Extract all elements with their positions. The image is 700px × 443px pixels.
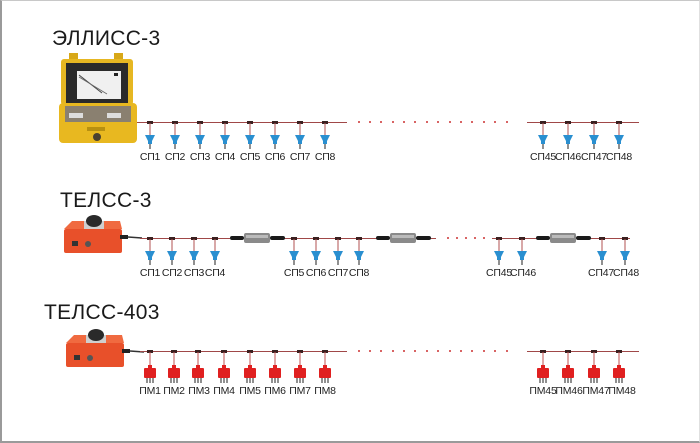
geophone-icon xyxy=(170,121,180,149)
sensor-label: ПМ4 xyxy=(213,385,235,397)
piezo-module-icon xyxy=(562,350,574,383)
yellow-case-laptop-icon xyxy=(59,53,137,143)
geophone-icon xyxy=(614,121,624,149)
sensor-label: СП48 xyxy=(612,267,640,279)
cable-segment xyxy=(527,122,639,123)
geophone-icon xyxy=(320,121,330,149)
geophone-icon xyxy=(354,237,364,265)
sensor-label: СП46 xyxy=(509,267,537,279)
geophone-icon xyxy=(620,237,630,265)
cable-segment xyxy=(582,238,630,239)
geophone-icon xyxy=(210,237,220,265)
geophone-icon xyxy=(167,237,177,265)
cable-segment xyxy=(429,238,436,239)
piezo-module-icon xyxy=(319,350,331,383)
piezo-module-icon xyxy=(144,350,156,383)
sensor-label: ПМ47 xyxy=(582,385,610,397)
piezo-module-icon xyxy=(218,350,230,383)
geophone-icon xyxy=(517,237,527,265)
piezo-module-icon xyxy=(294,350,306,383)
geophone-icon xyxy=(563,121,573,149)
sensor-label: ПМ3 xyxy=(188,385,210,397)
sensor-label: СП47 xyxy=(580,151,608,163)
geophone-icon xyxy=(494,237,504,265)
piezo-module-icon xyxy=(537,350,549,383)
piezo-module-icon xyxy=(588,350,600,383)
sensor-label: СП7 xyxy=(327,267,349,279)
cable-segment xyxy=(492,238,538,239)
sensor-label: СП6 xyxy=(305,267,327,279)
sensor-label: СП45 xyxy=(485,267,513,279)
sensor-label: СП2 xyxy=(161,267,183,279)
geophone-icon xyxy=(538,121,548,149)
sensor-label: СП8 xyxy=(314,151,336,163)
sensor-label: СП4 xyxy=(214,151,236,163)
sensor-label: СП45 xyxy=(529,151,557,163)
sensor-label: ПМ48 xyxy=(608,385,636,397)
cable-segment xyxy=(140,351,347,352)
sensor-label: СП3 xyxy=(183,267,205,279)
geophone-icon xyxy=(145,237,155,265)
system-title-ellis3: ЭЛЛИСС-3 xyxy=(52,27,161,50)
cable-coupler-icon xyxy=(536,233,591,243)
geophone-icon xyxy=(189,237,199,265)
geophone-icon xyxy=(597,237,607,265)
piezo-module-icon xyxy=(192,350,204,383)
sensor-label: СП5 xyxy=(239,151,261,163)
cable-segment xyxy=(140,238,230,239)
sensor-label: СП4 xyxy=(204,267,226,279)
cable-segment xyxy=(527,351,639,352)
sensor-label: СП2 xyxy=(164,151,186,163)
cable-segment xyxy=(137,122,347,123)
sensor-label: СП8 xyxy=(348,267,370,279)
geophone-icon xyxy=(295,121,305,149)
cable-segment xyxy=(284,238,378,239)
sensor-label: СП46 xyxy=(554,151,582,163)
orange-recorder-icon xyxy=(66,329,144,367)
sensor-label: СП5 xyxy=(283,267,305,279)
geophone-icon xyxy=(589,121,599,149)
geophone-icon xyxy=(245,121,255,149)
sensor-label: СП1 xyxy=(139,267,161,279)
piezo-module-icon xyxy=(168,350,180,383)
sensor-label: ПМ5 xyxy=(239,385,261,397)
geophone-icon xyxy=(270,121,280,149)
geophone-icon xyxy=(195,121,205,149)
sensor-label: СП6 xyxy=(264,151,286,163)
sensor-label: СП1 xyxy=(139,151,161,163)
system-title-tels403: ТЕЛСС-403 xyxy=(44,301,160,324)
sensor-label: СП48 xyxy=(605,151,633,163)
sensor-label: ПМ46 xyxy=(555,385,583,397)
sensor-label: ПМ8 xyxy=(314,385,336,397)
piezo-module-icon xyxy=(269,350,281,383)
sensor-label: ПМ7 xyxy=(289,385,311,397)
sensor-label: ПМ2 xyxy=(163,385,185,397)
piezo-module-icon xyxy=(244,350,256,383)
geophone-icon xyxy=(333,237,343,265)
orange-recorder-icon xyxy=(64,215,142,253)
sensor-label: ПМ1 xyxy=(139,385,161,397)
geophone-icon xyxy=(289,237,299,265)
sensor-label: ПМ45 xyxy=(529,385,557,397)
sensor-label: СП7 xyxy=(289,151,311,163)
system-title-tels3: ТЕЛСС-3 xyxy=(60,189,152,212)
geophone-icon xyxy=(220,121,230,149)
sensor-label: СП47 xyxy=(587,267,615,279)
cable-coupler-icon xyxy=(230,233,285,243)
piezo-module-icon xyxy=(613,350,625,383)
sensor-label: СП3 xyxy=(189,151,211,163)
geophone-icon xyxy=(311,237,321,265)
cable-coupler-icon xyxy=(376,233,431,243)
geophone-icon xyxy=(145,121,155,149)
sensor-label: ПМ6 xyxy=(264,385,286,397)
